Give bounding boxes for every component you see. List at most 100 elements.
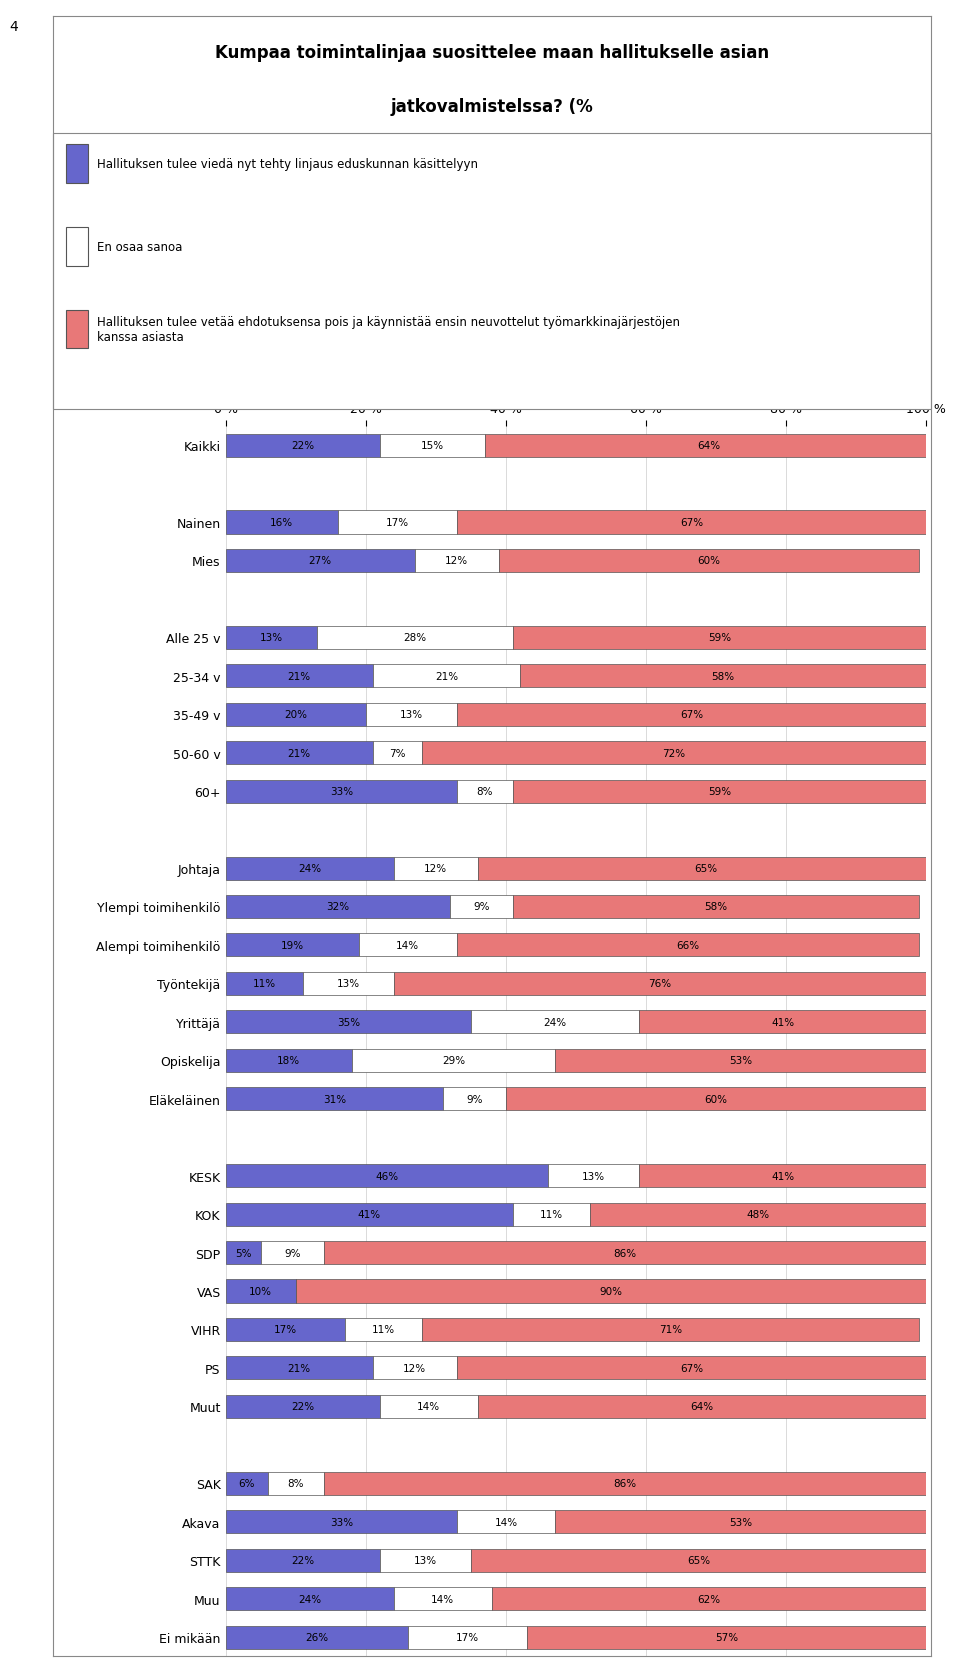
Bar [506,1087,926,1111]
Text: 60%: 60% [698,555,721,565]
Bar [394,857,478,880]
Text: 9%: 9% [473,902,490,912]
Bar [226,1318,345,1342]
Text: 67%: 67% [680,709,703,719]
Bar [66,146,88,184]
Text: 41%: 41% [771,1171,794,1181]
Text: 20%: 20% [284,709,307,719]
Bar [226,857,394,880]
Text: 14%: 14% [418,1402,441,1412]
Text: 24%: 24% [299,1594,322,1604]
Bar [478,857,933,880]
Bar [302,972,394,995]
Text: 8%: 8% [287,1479,304,1489]
Bar [492,1588,926,1609]
Bar [478,1395,926,1419]
Bar [372,1357,457,1380]
Text: 13%: 13% [582,1171,605,1181]
Bar [421,741,926,765]
Text: 17%: 17% [274,1325,297,1335]
Text: 41%: 41% [358,1210,381,1220]
Bar [555,1511,926,1532]
Text: 26%: 26% [305,1633,328,1643]
Text: 4: 4 [10,20,18,33]
Text: 71%: 71% [660,1325,683,1335]
Bar [470,1010,639,1034]
Text: 22%: 22% [291,440,314,450]
Bar [359,934,457,957]
Bar [226,1472,268,1496]
Bar [555,1049,926,1072]
Bar [226,549,415,572]
Bar [372,664,520,688]
Text: 7%: 7% [389,748,405,758]
Bar [226,972,302,995]
Text: 16%: 16% [270,517,293,527]
Text: 24%: 24% [543,1017,566,1027]
Bar [372,741,421,765]
Text: 13%: 13% [414,1556,437,1566]
Text: 22%: 22% [291,1402,314,1412]
Text: 67%: 67% [680,517,703,527]
Text: 14%: 14% [396,940,420,950]
Text: 11%: 11% [252,979,276,989]
Text: 53%: 53% [730,1056,753,1066]
Text: 10%: 10% [250,1287,272,1297]
Text: 11%: 11% [372,1325,395,1335]
Bar [226,435,380,457]
Bar [226,1511,457,1532]
Text: 21%: 21% [288,1363,311,1374]
Text: 12%: 12% [424,863,447,873]
Bar [226,1010,470,1034]
Text: 66%: 66% [677,940,700,950]
Bar [226,895,450,918]
Bar [226,1203,513,1226]
Bar [520,664,926,688]
Bar [324,1241,926,1265]
Bar [338,512,457,534]
Text: 28%: 28% [403,632,426,642]
Text: 17%: 17% [386,517,409,527]
Bar [380,1549,470,1571]
Bar [590,1203,926,1226]
Text: 62%: 62% [698,1594,721,1604]
Text: 53%: 53% [730,1517,753,1527]
Bar [450,895,513,918]
Bar [226,741,372,765]
Text: 64%: 64% [690,1402,713,1412]
Bar [226,1588,394,1609]
Bar [457,1357,926,1380]
Text: 57%: 57% [715,1633,738,1643]
Text: 90%: 90% [600,1287,622,1297]
Text: 33%: 33% [329,1517,352,1527]
Bar [457,934,920,957]
Text: 27%: 27% [309,555,332,565]
Text: 21%: 21% [288,748,311,758]
Text: 11%: 11% [540,1210,563,1220]
Text: 72%: 72% [662,748,685,758]
Text: 17%: 17% [456,1633,479,1643]
Bar [548,1164,639,1188]
Text: 60%: 60% [705,1094,728,1104]
Text: 22%: 22% [291,1556,314,1566]
Text: 12%: 12% [403,1363,426,1374]
Bar [415,549,499,572]
Text: 12%: 12% [445,555,468,565]
Bar [226,703,366,726]
Bar [66,228,88,266]
Text: 31%: 31% [323,1094,346,1104]
Bar [470,1549,926,1571]
Text: 33%: 33% [329,786,352,796]
Bar [226,1049,351,1072]
Bar [226,1357,372,1380]
Text: 14%: 14% [494,1517,517,1527]
Bar [226,934,359,957]
Bar [380,1395,478,1419]
Text: 58%: 58% [711,671,734,681]
Text: 14%: 14% [431,1594,454,1604]
Bar [317,626,513,649]
Bar [527,1626,926,1648]
Text: 29%: 29% [442,1056,465,1066]
Text: 21%: 21% [288,671,311,681]
Bar [394,972,926,995]
